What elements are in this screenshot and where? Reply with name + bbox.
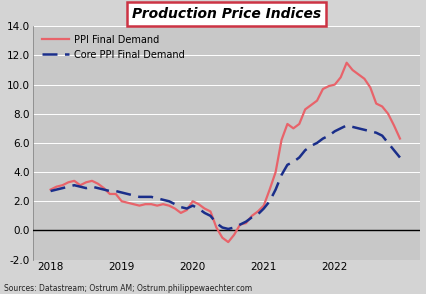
PPI Final Demand — [272, 170, 277, 174]
PPI Final Demand — [148, 202, 153, 206]
Core PPI Final Demand — [166, 200, 171, 203]
Core PPI Final Demand — [148, 195, 153, 199]
Core PPI Final Demand — [397, 156, 402, 159]
PPI Final Demand — [160, 202, 165, 206]
Core PPI Final Demand — [137, 195, 142, 199]
PPI Final Demand — [137, 204, 142, 207]
Core PPI Final Demand — [160, 198, 165, 202]
Text: Sources: Datastream; Ostrum AM; Ostrum.philippewaechter.com: Sources: Datastream; Ostrum AM; Ostrum.p… — [4, 283, 252, 293]
Line: PPI Final Demand: PPI Final Demand — [51, 63, 399, 242]
Title: Production Price Indices: Production Price Indices — [132, 7, 320, 21]
PPI Final Demand — [225, 240, 230, 244]
Core PPI Final Demand — [107, 189, 112, 193]
PPI Final Demand — [107, 192, 112, 196]
PPI Final Demand — [343, 61, 348, 64]
Core PPI Final Demand — [272, 188, 277, 191]
Legend: PPI Final Demand, Core PPI Final Demand: PPI Final Demand, Core PPI Final Demand — [37, 31, 188, 64]
PPI Final Demand — [48, 188, 53, 191]
PPI Final Demand — [166, 204, 171, 207]
Core PPI Final Demand — [225, 227, 230, 231]
PPI Final Demand — [397, 137, 402, 140]
Core PPI Final Demand — [48, 189, 53, 193]
Line: Core PPI Final Demand: Core PPI Final Demand — [51, 126, 399, 229]
Core PPI Final Demand — [343, 124, 348, 127]
